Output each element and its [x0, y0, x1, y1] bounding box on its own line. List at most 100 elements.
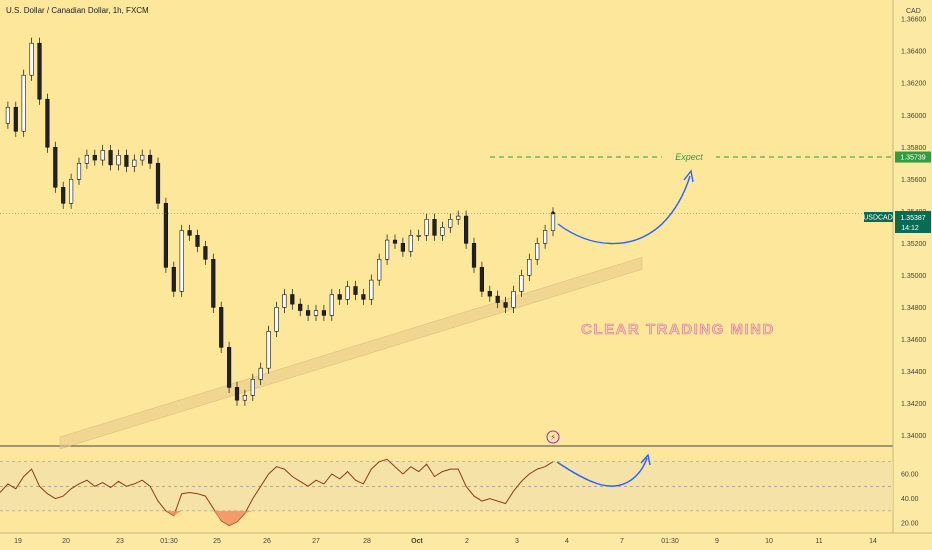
candle-body[interactable] — [5, 106, 10, 124]
candle-body[interactable] — [408, 235, 413, 252]
support-channel[interactable] — [59, 256, 643, 450]
candle-body[interactable] — [219, 307, 224, 348]
candle-body[interactable] — [471, 243, 477, 268]
candle-body[interactable] — [274, 307, 279, 332]
candle-body[interactable] — [321, 310, 327, 316]
candle-body[interactable] — [21, 74, 26, 132]
price-tick-label: 1.35600 — [901, 177, 926, 184]
candle-body[interactable] — [45, 98, 50, 148]
candle-body[interactable] — [503, 302, 508, 308]
candle-body[interactable] — [377, 259, 382, 281]
rsi-line[interactable] — [0, 458, 554, 527]
candle-body[interactable] — [361, 294, 366, 300]
candle-body[interactable] — [329, 294, 334, 316]
symbol-tag-label: USDCAD — [863, 215, 893, 222]
price-tick-label: 1.34400 — [901, 369, 926, 376]
time-tick-label: Oct — [411, 538, 423, 545]
candle-body[interactable] — [527, 259, 532, 276]
candle-body[interactable] — [203, 246, 208, 260]
candle-body[interactable] — [290, 294, 295, 305]
candle-body[interactable] — [511, 291, 516, 308]
candle-body[interactable] — [313, 310, 319, 316]
candle-body[interactable] — [37, 42, 42, 100]
candle-body[interactable] — [424, 218, 429, 236]
candle-body[interactable] — [345, 286, 350, 300]
candle-body[interactable] — [535, 243, 540, 260]
candle-body[interactable] — [369, 279, 374, 300]
time-tick-label: 26 — [263, 538, 271, 545]
candle-body[interactable] — [463, 215, 469, 244]
projection-arrow[interactable] — [557, 175, 691, 245]
candle-body[interactable] — [53, 146, 58, 188]
candle-body[interactable] — [76, 162, 82, 180]
time-tick-label: 19 — [14, 538, 22, 545]
candle-body[interactable] — [250, 379, 255, 396]
expect-tag — [895, 151, 931, 163]
time-tick-label: 9 — [715, 538, 719, 545]
candle-body[interactable] — [258, 367, 263, 380]
candle-body[interactable] — [448, 218, 453, 228]
watermark: CLEAR TRADING MIND — [581, 321, 775, 338]
rsi-projection-arrow[interactable] — [556, 457, 648, 487]
price-series[interactable] — [5, 37, 556, 406]
time-tick-label: 27 — [312, 538, 320, 545]
candle-body[interactable] — [211, 259, 216, 308]
candle-body[interactable] — [92, 154, 97, 161]
candle-body[interactable] — [416, 235, 421, 237]
candle-body[interactable] — [495, 295, 500, 303]
candle-body[interactable] — [432, 218, 437, 236]
rsi-tick-label: 60.00 — [901, 472, 919, 479]
candle-body[interactable] — [392, 239, 398, 244]
candle-body[interactable] — [195, 235, 200, 247]
candle-body[interactable] — [234, 387, 240, 401]
candle-body[interactable] — [179, 230, 184, 292]
time-tick-label: 01:30 — [160, 538, 178, 545]
candle-body[interactable] — [29, 42, 34, 76]
price-tick-label: 1.36200 — [901, 81, 926, 88]
candle-body[interactable] — [519, 275, 524, 292]
candle-body[interactable] — [456, 215, 461, 220]
candle-body[interactable] — [163, 202, 169, 268]
candle-body[interactable] — [100, 150, 105, 161]
candle-body[interactable] — [140, 154, 145, 161]
last-price-point[interactable] — [551, 211, 555, 215]
rsi-axis[interactable]: 60.00 40.00 20.00 — [901, 472, 919, 528]
candle-body[interactable] — [550, 212, 556, 231]
lightning-icon[interactable] — [546, 430, 560, 444]
time-axis[interactable]: 19 20 23 01:30 25 26 27 28 Oct 2 3 4 7 01:30 9 10 11 14 — [14, 538, 877, 545]
candle-body[interactable] — [84, 154, 89, 164]
candle-body[interactable] — [108, 150, 113, 166]
candle-body[interactable] — [266, 331, 271, 369]
candle-body[interactable] — [171, 267, 176, 292]
rsi-series[interactable] — [0, 458, 554, 527]
time-tick-label: 28 — [363, 538, 371, 545]
candle-body[interactable] — [542, 230, 548, 244]
candle-body[interactable] — [353, 286, 358, 295]
candle-body[interactable] — [155, 162, 161, 204]
candle-body[interactable] — [13, 106, 18, 132]
candle-body[interactable] — [337, 294, 342, 300]
candle-body[interactable] — [400, 243, 406, 252]
candle-body[interactable] — [124, 154, 129, 167]
candle-body[interactable] — [298, 303, 303, 311]
candle-body[interactable] — [116, 154, 121, 166]
candle-body[interactable] — [227, 347, 232, 388]
price-pane[interactable] — [0, 0, 893, 445]
time-tick-label: 14 — [869, 538, 877, 545]
candle-body[interactable] — [487, 291, 492, 297]
candle-body[interactable] — [242, 395, 248, 401]
candle-body[interactable] — [148, 154, 153, 164]
candle-body[interactable] — [187, 230, 192, 236]
candle-body[interactable] — [282, 294, 287, 308]
candle-body[interactable] — [305, 310, 311, 316]
candle-body[interactable] — [61, 186, 66, 204]
time-tick-label: 23 — [116, 538, 124, 545]
candle-body[interactable] — [479, 267, 485, 292]
candle-body[interactable] — [132, 159, 137, 167]
candle-body[interactable] — [384, 239, 390, 260]
candle-body[interactable] — [440, 227, 445, 236]
candle-body[interactable] — [69, 178, 74, 204]
time-tick-label: 01:30 — [661, 538, 679, 545]
